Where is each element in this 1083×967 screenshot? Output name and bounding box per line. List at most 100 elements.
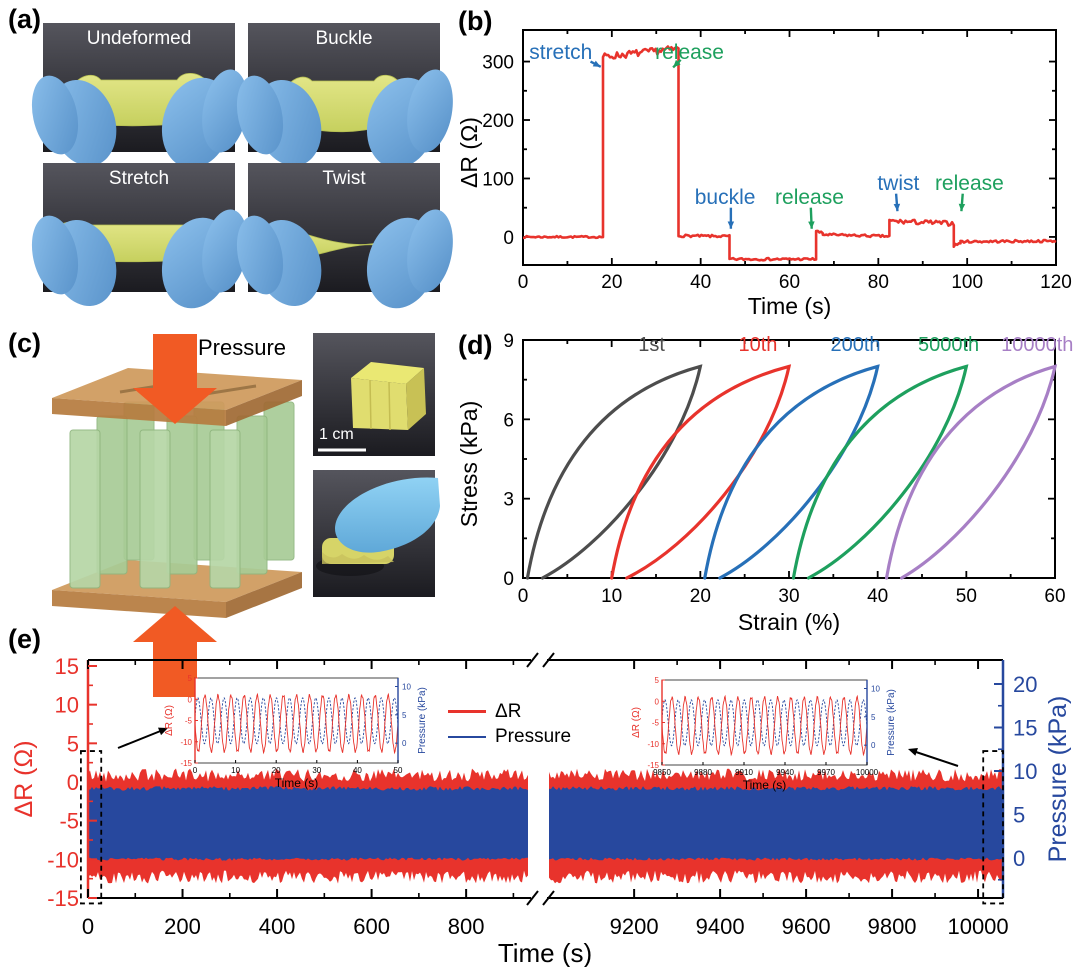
- cube-side: [406, 368, 426, 430]
- e-x-tick-label: 800: [448, 914, 485, 939]
- panel-a-label: (a): [8, 4, 41, 34]
- top-arrow-head: [133, 388, 217, 424]
- inset-x-tick: 40: [353, 766, 362, 775]
- arrowhead: [893, 203, 901, 212]
- e-right-tick-label: 10: [1013, 759, 1037, 784]
- b-x-tick-label: 120: [1040, 272, 1072, 293]
- d-y-tick-label: 3: [503, 490, 514, 511]
- inset-right-tick: 0: [402, 739, 407, 748]
- pillar: [263, 401, 295, 561]
- glove-left: [236, 75, 322, 166]
- legend-pressure-label: Pressure: [495, 726, 572, 747]
- inset-left-axis-title: ΔR (Ω): [164, 705, 175, 736]
- top-arrow-shaft: [153, 334, 197, 388]
- glove-right: [366, 209, 453, 309]
- inset-left-axis-title: ΔR (Ω): [631, 707, 642, 738]
- glove-right: [161, 209, 248, 309]
- panel-b-label: (b): [458, 6, 493, 36]
- inset-x-tick: 9970: [817, 768, 835, 777]
- e-x-axis-title: Time (s): [498, 938, 592, 967]
- glove-left: [31, 75, 117, 166]
- cube-front: [351, 378, 408, 430]
- e-right-tick-label: 0: [1013, 846, 1025, 871]
- panel-e-label: (e): [8, 624, 41, 654]
- pillar-array: [69, 401, 295, 589]
- d-y-tick-label: 0: [503, 569, 514, 590]
- d-x-tick-label: 10: [601, 586, 622, 607]
- inset-left-tick: -10: [180, 738, 192, 747]
- inset-pressure-wave: [661, 699, 868, 747]
- d-x-tick-label: 50: [956, 586, 977, 607]
- photo-undeformed: [31, 23, 248, 169]
- e-x-tick-label: 9200: [610, 914, 659, 939]
- photo-twist: [236, 163, 453, 309]
- photo-buckle: [236, 23, 453, 169]
- b-x-tick-label: 80: [868, 272, 889, 293]
- photo-stretch: [31, 163, 248, 309]
- legend-entry-pressure: Pressure: [448, 724, 571, 749]
- e-left-tick-label: 0: [67, 770, 79, 795]
- glove-right: [161, 69, 248, 169]
- b-y-tick-label: 100: [482, 169, 514, 190]
- inset-left-tick: 0: [188, 695, 193, 704]
- inset-right-tick: 5: [402, 711, 407, 720]
- pillar: [139, 429, 171, 589]
- e-right-tick-label: 20: [1013, 672, 1037, 697]
- d-x-tick-label: 30: [778, 586, 799, 607]
- inset-right-tick: 10: [871, 685, 880, 694]
- arrowhead: [673, 59, 681, 68]
- b-annotation-buckle: buckle: [695, 186, 756, 209]
- inset-resistance-wave: [194, 692, 399, 755]
- d-y-tick-label: 6: [503, 410, 514, 431]
- d-plot-border: [522, 339, 1056, 579]
- e-left-tick-label: 10: [55, 693, 79, 718]
- e-x-tick-label: 600: [353, 914, 390, 939]
- e-x-tick-label: 0: [82, 914, 94, 939]
- d-loop-label-10th: 10th: [738, 334, 777, 356]
- d-loop-10th: [610, 364, 792, 580]
- inset-x-tick: 20: [272, 766, 281, 775]
- e-x-tick-label: 200: [164, 914, 201, 939]
- inset-left-tick: 5: [655, 676, 660, 685]
- photo-finger-press: [313, 470, 440, 597]
- photo-caption-twist: Twist: [322, 168, 366, 189]
- axis-break-mark: [542, 652, 555, 668]
- inset-x-tick: 50: [394, 766, 403, 775]
- inset-x-tick: 10000: [856, 768, 879, 777]
- e-x-tick-label: 9800: [868, 914, 917, 939]
- inset-left-tick: 5: [188, 674, 193, 683]
- photo-caption-undeformed: Undeformed: [86, 28, 192, 49]
- arrowhead: [908, 748, 918, 756]
- inset-x-tick: 9880: [694, 768, 712, 777]
- d-loop-label-1st: 1st: [638, 334, 665, 356]
- e-zoom-arrow-right: [912, 750, 959, 767]
- inset-resistance-wave: [661, 694, 868, 757]
- glove-left: [236, 215, 322, 306]
- e-left-tick-label: -10: [47, 847, 79, 872]
- inset-right-tick: 10: [402, 683, 411, 692]
- inset-x-axis-title: Time (s): [275, 776, 319, 790]
- pillar: [236, 415, 268, 575]
- gloved-finger: [335, 477, 440, 553]
- e-x-tick-label: 9600: [782, 914, 831, 939]
- d-x-tick-label: 40: [867, 586, 888, 607]
- photo-caption-buckle: Buckle: [315, 28, 373, 49]
- b-x-tick-label: 20: [601, 272, 622, 293]
- panel-a-photos: [31, 23, 453, 309]
- e-left-tick-label: -15: [47, 886, 79, 911]
- b-x-axis-title: Time (s): [748, 293, 831, 319]
- b-resistance-trace: [522, 45, 1057, 262]
- e-right-tick-label: 15: [1013, 716, 1037, 741]
- b-annotation-stretch: stretch: [529, 41, 592, 64]
- arrowhead: [808, 221, 815, 229]
- chart-b: 0 20 40 60 80 100 120 0 100 200 300 Time (s) ΔR (Ω) s…: [456, 29, 1072, 319]
- bottom-arrow-head: [133, 606, 217, 642]
- inset-x-tick: 9910: [735, 768, 753, 777]
- legend-entry-dr: ΔR: [448, 699, 571, 724]
- e-left-tick-label: 5: [67, 731, 79, 756]
- b-y-tick-label: 0: [503, 228, 514, 249]
- d-y-axis-title: Stress (kPa): [456, 401, 482, 528]
